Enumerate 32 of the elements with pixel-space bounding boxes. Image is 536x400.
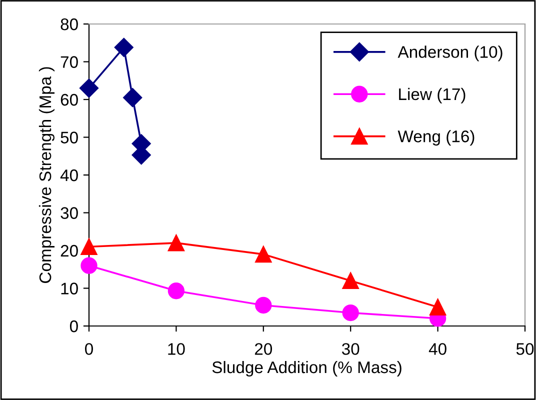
y-tick-label: 50	[60, 132, 78, 144]
y-tick-label: 20	[60, 244, 78, 257]
x-tick-label: 0	[85, 343, 93, 355]
point	[79, 78, 99, 98]
y-tick-label: 0	[70, 320, 78, 332]
point	[123, 88, 142, 108]
point	[342, 272, 359, 290]
y-tick-label: 80	[60, 18, 78, 30]
legend-label: Weng (16)	[398, 130, 474, 146]
point	[168, 234, 185, 252]
point	[80, 238, 98, 256]
x-tick-label: 10	[168, 343, 185, 355]
y-tick-label: 40	[60, 169, 78, 182]
x-axis-title: Sludge Addition (% Mass)	[212, 360, 402, 377]
legend-label: Anderson (10)	[398, 46, 502, 62]
point	[80, 257, 98, 274]
x-tick-label: 50	[516, 343, 534, 355]
y-tick-label: 30	[60, 207, 78, 219]
point	[255, 296, 272, 314]
point	[342, 304, 359, 322]
x-tick-label: 20	[254, 343, 272, 355]
x-tick-label: 30	[342, 343, 360, 355]
y-axis-title: Compressive Strength (Mpa )	[38, 67, 54, 283]
point	[114, 38, 134, 57]
y-tick-label: 10	[61, 282, 78, 294]
x-tick-label: 40	[428, 343, 446, 355]
y-tick-label: 70	[60, 56, 78, 68]
legend-label: Liew (17)	[399, 88, 466, 104]
point	[255, 246, 272, 263]
point	[168, 282, 185, 300]
y-tick-label: 60	[60, 94, 78, 106]
point	[429, 298, 446, 316]
